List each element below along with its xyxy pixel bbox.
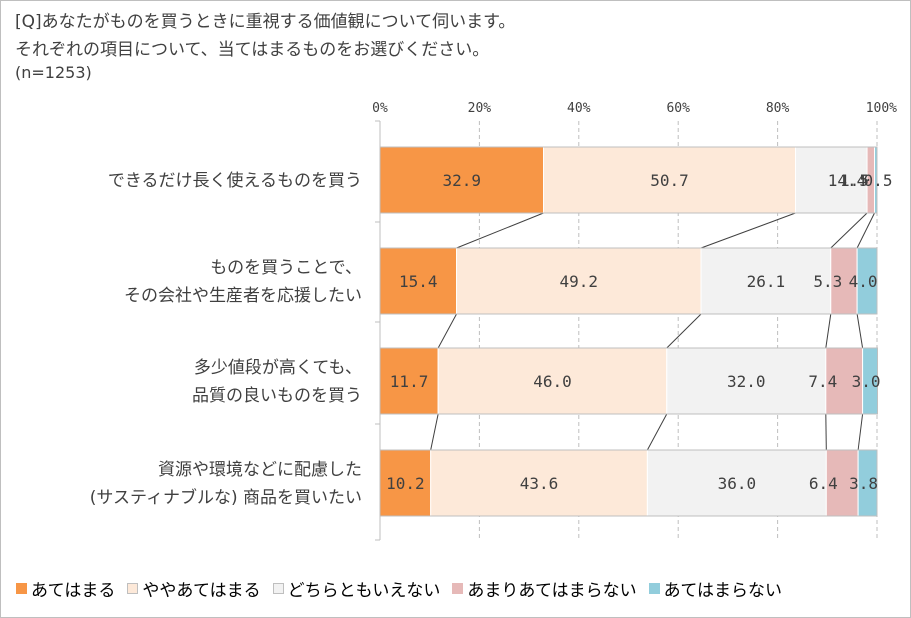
category-label: 多少値段が高くても、 [194, 358, 362, 378]
legend-swatch [272, 582, 284, 594]
legend-item: あてはまらない [648, 576, 782, 601]
bar-segment [456, 247, 702, 315]
category-label: できるだけ長く使えるものを買う [108, 170, 362, 191]
question-line-1: [Q]あなたがものを買うときに重視する価値観について伺います。 [15, 12, 516, 32]
data-label: 43.6 [520, 474, 559, 493]
series-connector [825, 313, 832, 349]
series-connector [700, 212, 796, 249]
data-label: 1.5 [840, 171, 869, 190]
data-label: 4.0 [849, 272, 878, 291]
category-label: ものを買うことで、 [210, 258, 362, 278]
bar-segment [700, 247, 832, 315]
data-label: 15.4 [399, 272, 438, 291]
legend-swatch [16, 582, 27, 594]
category-label: その会社や生産者を応援したい [124, 286, 362, 306]
legend-label: どちらともいえない [287, 580, 441, 600]
category-label: 資源や環境などに配慮した [158, 460, 362, 480]
data-label: 36.0 [718, 474, 757, 493]
series-connector [830, 212, 868, 249]
legend-swatch [648, 582, 660, 594]
bar-outline [379, 146, 878, 214]
bar-segment [646, 449, 827, 517]
data-label: 46.0 [533, 372, 572, 391]
data-label: 14.4 [828, 171, 867, 190]
bar-segment [437, 347, 668, 415]
legend-item: あまりあてはまらない [452, 576, 637, 601]
x-tick-label: 20% [468, 101, 492, 116]
data-label: 6.4 [809, 474, 838, 493]
legend-swatch [452, 582, 464, 594]
question-line-2: それぞれの項目について、当てはまるものをお選びください。 [15, 40, 490, 60]
bar-segment [379, 347, 439, 415]
x-tick-label: 0% [372, 101, 388, 116]
series-connector [437, 313, 457, 349]
data-label: 5.3 [813, 272, 842, 291]
data-label: 7.4 [808, 372, 837, 391]
series-connector [456, 212, 544, 249]
data-label: 26.1 [747, 272, 786, 291]
legend-label: あまりあてはまらない [467, 580, 637, 600]
series-connector [646, 413, 668, 451]
legend-label: ややあてはまる [142, 580, 261, 600]
data-label: 32.9 [442, 171, 481, 190]
series-connector [666, 313, 702, 349]
x-tick-label: 100% [866, 101, 897, 116]
bar-outline [379, 247, 878, 315]
data-label: 10.2 [386, 474, 425, 493]
x-tick-label: 40% [567, 101, 591, 116]
data-label: 3.0 [852, 372, 881, 391]
category-label: 品質の良いものを買う [192, 386, 362, 406]
data-label: 3.8 [849, 474, 878, 493]
legend-label: あてはまらない [663, 580, 782, 600]
legend-item: あてはまる [16, 576, 115, 601]
legend-item: ややあてはまる [127, 576, 261, 601]
bar-segment [825, 347, 864, 415]
x-tick-label: 80% [766, 101, 790, 116]
data-label: 0.5 [864, 171, 893, 190]
x-tick-label: 60% [666, 101, 690, 116]
data-label: 50.7 [650, 171, 689, 190]
bar-segment [379, 449, 432, 517]
bar-outline [379, 347, 878, 415]
data-label: 11.7 [390, 372, 429, 391]
series-connector [857, 413, 864, 451]
legend-item: どちらともいえない [272, 576, 441, 601]
series-connector [430, 413, 439, 451]
bar-segment [666, 347, 827, 415]
bar-segment [543, 146, 796, 214]
data-label: 49.2 [560, 272, 599, 291]
bar-segment [430, 449, 648, 517]
data-label: 32.0 [727, 372, 766, 391]
category-label: (サスティナブルな) 商品を買いたい [90, 487, 362, 508]
sample-size: (n=1253) [15, 63, 92, 82]
legend-swatch [127, 582, 139, 594]
bar-segment [379, 146, 545, 214]
series-connector [856, 313, 864, 349]
bar-segment [794, 146, 868, 214]
legend: あてはまる ややあてはまる どちらともいえない あまりあてはまらない あてはまらない [16, 576, 794, 600]
series-connector [856, 212, 875, 249]
bar-outline [379, 449, 878, 517]
legend-label: あてはまる [31, 580, 116, 600]
